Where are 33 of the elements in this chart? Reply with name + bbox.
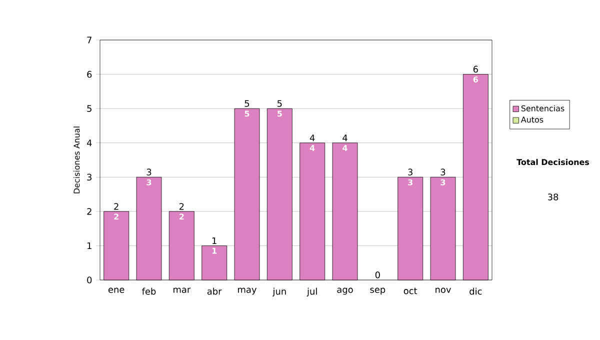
total-label: 1: [212, 237, 216, 244]
x-tick-label: nov: [436, 288, 451, 293]
y-tick-label: 4: [86, 140, 92, 146]
x-tick-label: ago: [337, 288, 353, 295]
x-tick-label: jun: [272, 288, 286, 296]
y-tick-label: 5: [87, 105, 92, 112]
total-label: 2: [179, 203, 184, 210]
y-tick-label: 6: [87, 70, 92, 78]
x-tick-label: may: [238, 288, 257, 295]
x-tick-label: feb: [142, 288, 156, 295]
y-tick-label: 1: [88, 242, 92, 249]
x-tick-label: oct: [404, 288, 418, 294]
total-label: 4: [310, 134, 315, 142]
text: 38: [548, 194, 558, 200]
total-label: 4: [342, 134, 348, 142]
y-tick-label: 3: [87, 174, 92, 181]
total-label: 3: [146, 168, 152, 176]
x-tick-label: jul: [306, 288, 317, 296]
x-tick-label: sep: [370, 288, 386, 295]
y-tick-label: 2: [87, 208, 92, 215]
x-tick-label: abr: [207, 288, 222, 295]
x-tick-label: mar: [174, 288, 191, 293]
y-tick-label: 7: [87, 36, 92, 44]
x-tick-label: dic: [470, 288, 482, 295]
total-label: 3: [408, 168, 412, 176]
total-label: 2: [114, 203, 118, 210]
x-tick-label: ene: [108, 288, 124, 293]
total-label: 5: [244, 100, 250, 107]
total-label: 3: [440, 168, 446, 176]
total-label: 5: [278, 100, 282, 107]
y-tick-label: 0: [87, 276, 92, 284]
total-label: 0: [375, 272, 380, 278]
total-label: 6: [473, 66, 478, 73]
